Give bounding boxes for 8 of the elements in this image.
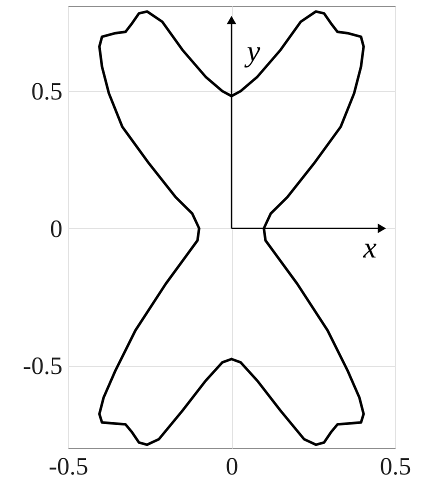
annotation: y	[244, 35, 261, 68]
x-tick-label: 0.5	[380, 454, 412, 480]
y-tick-label: 0.5	[31, 78, 62, 106]
y-tick-label: -0.5	[22, 353, 62, 380]
annotation: x	[362, 231, 378, 264]
x-tick-label: -0.5	[48, 454, 88, 480]
x-tick-label: 0	[226, 454, 238, 480]
y-tick-label: 0	[50, 216, 62, 243]
